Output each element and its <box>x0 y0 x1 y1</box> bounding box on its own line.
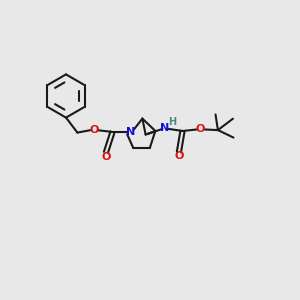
Text: O: O <box>101 152 111 162</box>
Text: H: H <box>168 117 176 127</box>
Text: O: O <box>174 152 184 161</box>
Text: N: N <box>126 127 135 137</box>
Text: N: N <box>160 123 170 133</box>
Text: O: O <box>196 124 205 134</box>
Text: O: O <box>89 124 99 135</box>
